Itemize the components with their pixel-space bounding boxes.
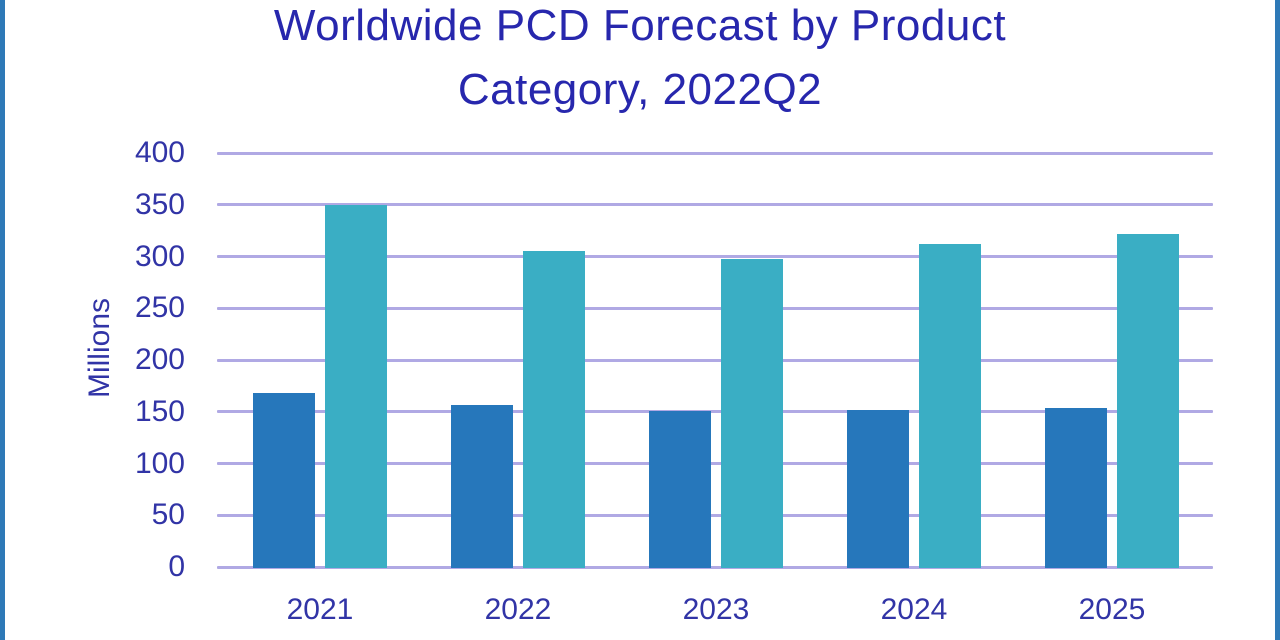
y-tick-label-50: 50 — [151, 498, 185, 532]
y-tick-label-350: 350 — [134, 187, 185, 221]
bar-2025-dark-blue-series — [1045, 407, 1107, 568]
y-tick-label-300: 300 — [134, 239, 185, 273]
x-tick-label-2025: 2025 — [1078, 593, 1146, 626]
y-tick-label-100: 100 — [134, 446, 185, 480]
x-tick-label-2023: 2023 — [682, 593, 750, 626]
x-tick-label-2022: 2022 — [484, 593, 552, 626]
x-tick-label-2021: 2021 — [286, 593, 354, 626]
gridline-200 — [217, 358, 1213, 362]
y-tick-label-200: 200 — [134, 343, 185, 376]
y-tick-label-400: 400 — [134, 136, 185, 169]
gridline-250 — [217, 306, 1213, 310]
chart-title-line-2: Category, 2022Q2 — [457, 65, 823, 114]
left-frame-border — [0, 0, 5, 640]
bar-2025-teal-series — [1117, 233, 1179, 568]
y-tick-label-250: 250 — [134, 291, 185, 325]
gridline-400 — [217, 151, 1213, 155]
gridline-300 — [217, 255, 1213, 258]
gridline-150 — [217, 410, 1213, 414]
bar-2024-teal-series — [919, 244, 981, 568]
gridline-100 — [217, 462, 1213, 465]
x-tick-label-2024: 2024 — [880, 593, 948, 626]
y-tick-label-150: 150 — [134, 394, 185, 428]
chart-title-line-1: Worldwide PCD Forecast by Product — [273, 1, 1007, 50]
bar-2022-dark-blue-series — [451, 404, 513, 568]
gridline-350 — [217, 203, 1213, 207]
bar-2023-dark-blue-series — [649, 410, 711, 568]
gridline-0 — [217, 565, 1213, 569]
bar-2021-teal-series — [325, 204, 387, 568]
chart-title: Worldwide PCD Forecast by Product Catego… — [0, 0, 1280, 122]
bar-2021-dark-blue-series — [253, 393, 315, 568]
gridline-50 — [217, 513, 1213, 517]
bar-2024-dark-blue-series — [847, 409, 909, 568]
bar-2022-teal-series — [523, 251, 585, 568]
y-tick-label-0: 0 — [168, 550, 185, 583]
bar-2023-teal-series — [721, 258, 783, 568]
right-frame-border — [1275, 0, 1280, 640]
